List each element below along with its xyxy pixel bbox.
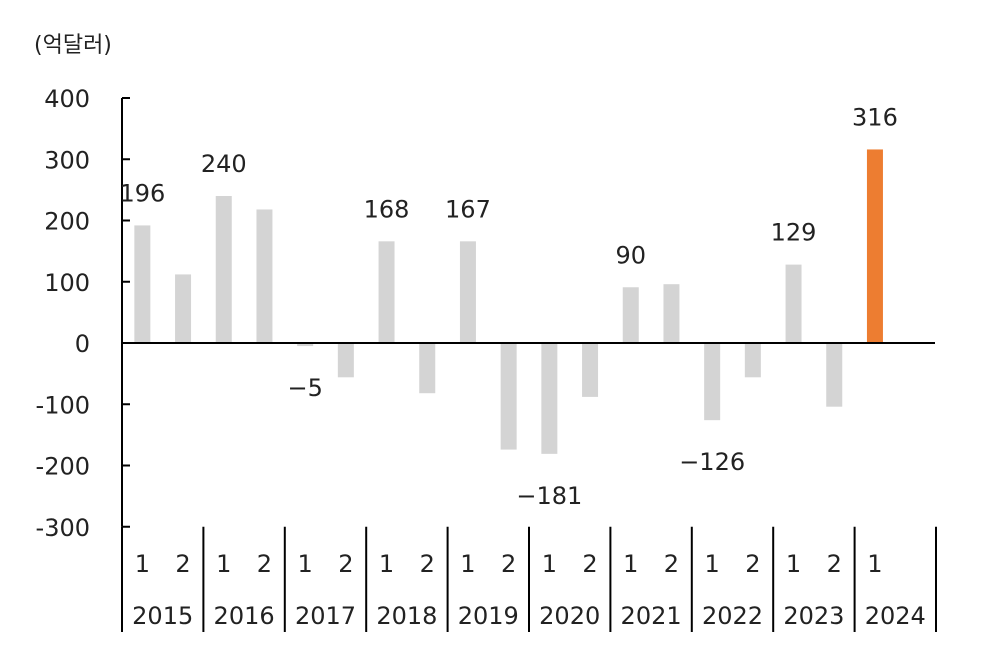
- data-label: 129: [771, 219, 817, 247]
- y-tick-label: 300: [44, 146, 90, 174]
- y-tick-label: 100: [44, 269, 90, 297]
- x-half-label: 1: [786, 550, 801, 578]
- x-year-label: 2024: [865, 602, 926, 630]
- x-half-label: 1: [623, 550, 638, 578]
- x-year-label: 2016: [214, 602, 275, 630]
- y-tick-label: -300: [36, 514, 90, 542]
- x-year-label: 2020: [539, 602, 600, 630]
- bar: [744, 343, 761, 378]
- bar: [337, 343, 354, 378]
- x-year-label: 2019: [458, 602, 519, 630]
- bar: [175, 274, 192, 343]
- bar: [541, 343, 558, 454]
- x-half-label: 2: [582, 550, 597, 578]
- data-label: 196: [119, 179, 165, 207]
- bar: [663, 284, 680, 343]
- bar: [134, 225, 151, 343]
- x-half-label: 2: [664, 550, 679, 578]
- data-label: 316: [852, 103, 898, 131]
- bar: [378, 241, 395, 343]
- data-label: 168: [364, 195, 410, 223]
- data-label: 90: [615, 241, 646, 269]
- x-year-label: 2017: [295, 602, 356, 630]
- y-tick-label: -100: [36, 391, 90, 419]
- data-label: 240: [201, 150, 247, 178]
- y-tick-label: 400: [44, 85, 90, 113]
- unit-label: (억달러): [34, 33, 112, 58]
- data-label: −126: [679, 448, 745, 476]
- x-half-label: 1: [460, 550, 475, 578]
- x-half-label: 2: [501, 550, 516, 578]
- bar: [866, 149, 883, 343]
- y-tick-label: 0: [75, 330, 90, 358]
- x-half-label: 2: [175, 550, 190, 578]
- x-half-label: 2: [745, 550, 760, 578]
- x-half-label: 2: [338, 550, 353, 578]
- data-label: −181: [516, 482, 582, 510]
- x-year-label: 2021: [621, 602, 682, 630]
- x-half-label: 1: [867, 550, 882, 578]
- bar: [704, 343, 721, 421]
- x-half-label: 1: [216, 550, 231, 578]
- x-year-label: 2023: [783, 602, 844, 630]
- bar: [500, 343, 517, 450]
- y-tick-label: 200: [44, 208, 90, 236]
- bar: [826, 343, 843, 407]
- x-half-label: 1: [379, 550, 394, 578]
- data-label: 167: [445, 195, 491, 223]
- bars: [134, 149, 883, 454]
- bar: [297, 343, 314, 347]
- bar: [419, 343, 436, 394]
- x-year-label: 2018: [376, 602, 437, 630]
- data-label: −5: [287, 374, 322, 402]
- x-half-label: 1: [135, 550, 150, 578]
- x-half-label: 1: [542, 550, 557, 578]
- bar: [622, 287, 639, 343]
- bar: [256, 209, 273, 343]
- x-year-label: 2022: [702, 602, 763, 630]
- y-axis: 400 300 200 100 0 -100 -200 -300: [36, 85, 130, 542]
- data-labels: 196 240 −5 168 167 −181 90 −126 129 316: [119, 103, 897, 509]
- bar: [459, 241, 476, 343]
- x-half-label: 1: [298, 550, 313, 578]
- x-half-label: 2: [827, 550, 842, 578]
- x-half-label: 2: [420, 550, 435, 578]
- x-year-label: 2015: [132, 602, 193, 630]
- x-half-label: 1: [705, 550, 720, 578]
- bar: [785, 264, 802, 343]
- bar: [215, 196, 232, 343]
- bar: [582, 343, 599, 397]
- y-tick-label: -200: [36, 453, 90, 481]
- x-half-label: 2: [257, 550, 272, 578]
